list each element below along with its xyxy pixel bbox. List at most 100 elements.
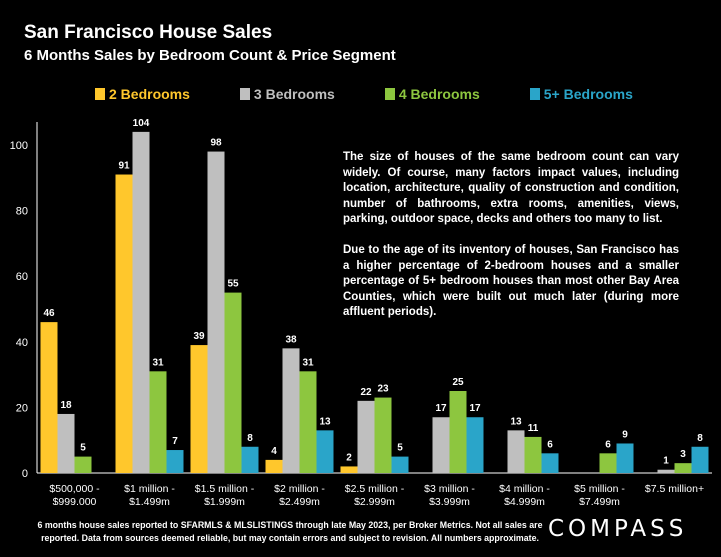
x-tick-label: $3 million -$3.999m: [424, 483, 475, 505]
data-label: 9: [622, 429, 628, 440]
x-tick-label-line: $2.5 million -: [345, 483, 405, 495]
data-label: 31: [152, 357, 164, 368]
chart-subtitle: 6 Months Sales by Bedroom Count & Price …: [24, 47, 396, 64]
x-tick-label: $2 million -$2.499m: [274, 483, 325, 505]
data-label: 1: [663, 456, 669, 467]
bar: [149, 371, 167, 473]
x-tick-label-line: $1.499m: [129, 496, 170, 505]
bar: [599, 453, 617, 473]
x-tick-label: $1.5 million -$1.999m: [195, 483, 255, 505]
bar: [691, 446, 709, 473]
data-label: 46: [43, 308, 55, 319]
bar: [374, 397, 392, 473]
data-label: 17: [469, 403, 481, 414]
bar-chart: 0204060801004691394218104983822171315315…: [10, 118, 712, 505]
x-tick-label: $5 million -$7.499m: [574, 483, 625, 505]
data-label: 22: [360, 387, 372, 398]
legend-swatch: [384, 88, 395, 100]
x-tick-label-line: $3 million -: [424, 483, 475, 495]
bar: [391, 456, 409, 473]
footnote: 6 months house sales reported to SFARMLS…: [37, 520, 543, 543]
bar: [432, 417, 450, 473]
bar: [340, 466, 358, 473]
y-tick-label: 80: [16, 206, 28, 218]
x-tick-label-line: $999,000: [53, 496, 97, 505]
x-tick-label-line: $1.999m: [204, 496, 245, 505]
legend-item: 4 Bedrooms: [384, 86, 480, 102]
data-label: 8: [697, 433, 703, 444]
x-tick-label-line: $2.499m: [279, 496, 320, 505]
bar: [207, 151, 225, 473]
data-label: 104: [133, 118, 150, 129]
x-tick-label: $1 million -$1.499m: [124, 483, 175, 505]
chart-title: San Francisco House Sales: [24, 22, 273, 43]
y-tick-label: 40: [16, 337, 28, 349]
data-label: 13: [319, 416, 331, 427]
bar: [241, 446, 259, 473]
legend: 2 Bedrooms 3 Bedrooms 4 Bedrooms 5+ Bedroom…: [95, 86, 633, 102]
bar: [224, 292, 242, 473]
data-label: 13: [510, 416, 522, 427]
bar: [674, 463, 692, 473]
data-label: 31: [302, 357, 314, 368]
x-tick-label-line: $1.5 million -: [195, 483, 255, 495]
data-label: 98: [210, 138, 222, 149]
legend-label: 2 Bedrooms: [109, 86, 190, 102]
data-label: 5: [397, 443, 403, 454]
data-label: 11: [528, 423, 539, 434]
data-label: 6: [605, 439, 611, 450]
data-label: 39: [193, 331, 205, 342]
x-tick-label-line: $1 million -: [124, 483, 175, 495]
x-tick-label-line: $7.5 million+: [645, 483, 704, 495]
data-label: 7: [172, 436, 178, 447]
compass-logo: COMPASS: [548, 516, 688, 542]
bar: [507, 430, 525, 473]
data-label: 17: [435, 403, 447, 414]
annotation-text: The size of houses of the same bedroom c…: [343, 150, 679, 336]
x-tick-label-line: $500,000 -: [49, 483, 100, 495]
bar: [541, 453, 559, 473]
bar: [190, 345, 208, 473]
x-tick-label-line: $3.999m: [429, 496, 470, 505]
data-label: 38: [285, 334, 297, 345]
data-label: 6: [547, 439, 553, 450]
x-tick-label-line: $7.499m: [579, 496, 620, 505]
bar: [316, 430, 334, 473]
bar: [57, 413, 75, 473]
bar: [40, 322, 58, 473]
legend-swatch: [529, 88, 540, 100]
data-label: 55: [227, 279, 239, 290]
x-tick-label: $4 million -$4.999m: [499, 483, 550, 505]
legend-label: 3 Bedrooms: [253, 86, 335, 102]
x-tick-label-line: $4.999m: [504, 496, 545, 505]
legend-label: 4 Bedrooms: [398, 86, 480, 102]
x-tick-label-line: $2.999m: [354, 496, 395, 505]
bar: [357, 400, 375, 473]
x-tick-label-line: $5 million -: [574, 483, 625, 495]
data-label: 18: [60, 400, 72, 411]
data-label: 3: [680, 449, 686, 460]
bar: [299, 371, 317, 473]
bar: [115, 174, 133, 473]
x-tick-label-line: $2 million -: [274, 483, 325, 495]
legend-label: 5+ Bedrooms: [543, 86, 633, 102]
bar: [282, 348, 300, 473]
annotation-paragraph-1: The size of houses of the same bedroom c…: [343, 151, 679, 226]
bar: [132, 131, 150, 473]
data-label: 2: [346, 452, 352, 463]
data-label: 91: [118, 161, 130, 172]
x-tick-label-line: $4 million -: [499, 483, 550, 495]
bar: [657, 469, 675, 473]
legend-swatch: [95, 88, 105, 100]
bar: [74, 456, 92, 473]
data-label: 23: [377, 384, 389, 395]
legend-item: 3 Bedrooms: [239, 86, 335, 102]
x-tick-label: $500,000 -$999,000: [49, 483, 100, 505]
data-label: 8: [247, 433, 253, 444]
legend-item: 5+ Bedrooms: [529, 86, 633, 102]
legend-swatch: [239, 88, 250, 100]
y-tick-label: 0: [22, 468, 28, 480]
bar: [449, 391, 467, 473]
data-label: 25: [452, 377, 464, 388]
y-tick-label: 100: [10, 140, 28, 152]
